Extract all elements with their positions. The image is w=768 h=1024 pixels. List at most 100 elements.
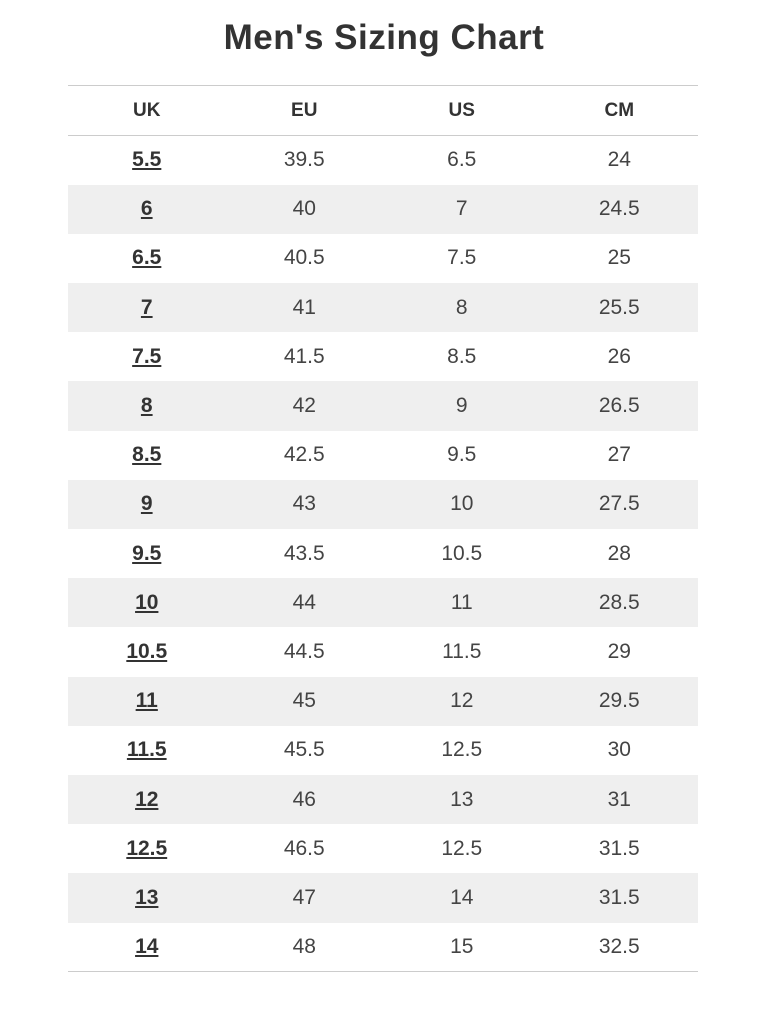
uk-size-cell: 13 [68,873,226,922]
table-row: 5.5 39.5 6.5 24 [68,136,698,185]
size-cell: 45.5 [283,738,325,762]
size-cell: 12.5 [441,738,483,762]
size-cell: 27 [607,443,631,467]
size-cell: 46 [292,787,316,811]
size-cell: 12.5 [441,836,483,860]
size-cell: 13 [450,787,474,811]
size-cell: 41.5 [283,344,325,368]
table-row: 10 44 11 28.5 [68,578,698,628]
uk-size-link[interactable]: 12.5 [126,836,168,860]
table-row: 9 43 10 27.5 [68,479,698,529]
table-row: 13 47 14 31.5 [68,873,698,923]
size-cell: 31 [607,787,631,811]
size-cell: 7 [455,197,468,221]
size-cell: 42 [292,394,316,418]
uk-size-link[interactable]: 14 [135,934,159,958]
table-row: 6 40 7 24.5 [68,184,698,234]
page-title: Men's Sizing Chart [223,18,545,57]
uk-size-link[interactable]: 7.5 [132,344,162,368]
size-cell: 28.5 [598,590,640,614]
uk-size-cell: 11.5 [68,726,226,775]
uk-size-cell: 9.5 [68,529,226,578]
size-cell: 29.5 [598,689,640,713]
uk-size-cell: 11 [68,677,226,726]
size-cell: 25 [607,246,631,270]
size-cell: 9.5 [447,443,477,467]
table-row: 11 45 12 29.5 [68,676,698,726]
uk-size-link[interactable]: 10.5 [126,639,168,663]
size-cell: 47 [292,885,316,909]
table-row: 9.5 43.5 10.5 28 [68,529,698,578]
uk-size-link[interactable]: 12 [135,787,159,811]
uk-size-cell: 9 [68,480,226,529]
uk-size-link[interactable]: 11.5 [126,738,167,762]
size-cell: 10.5 [441,541,483,565]
size-cell: 10 [450,492,474,516]
size-cell: 27.5 [598,492,640,516]
size-cell: 48 [292,934,316,958]
table-row: 10.5 44.5 11.5 29 [68,627,698,676]
size-cell: 30 [607,738,631,762]
size-cell: 44.5 [283,639,325,663]
table-row: 12.5 46.5 12.5 31.5 [68,824,698,873]
size-cell: 42.5 [283,443,325,467]
size-cell: 7.5 [447,246,477,270]
size-cell: 32.5 [598,934,640,958]
size-cell: 26 [607,344,631,368]
size-cell: 11.5 [442,639,482,663]
table-row: 8.5 42.5 9.5 27 [68,431,698,480]
size-cell: 44 [292,590,316,614]
table-row: 8 42 9 26.5 [68,381,698,431]
column-header: EU [291,99,318,121]
size-cell: 43.5 [283,541,325,565]
uk-size-cell: 14 [68,923,226,972]
uk-size-link[interactable]: 6.5 [132,246,162,270]
table-row: 11.5 45.5 12.5 30 [68,726,698,775]
size-cell: 9 [455,394,468,418]
uk-size-cell: 7.5 [68,332,226,381]
size-cell: 29 [607,639,631,663]
size-cell: 46.5 [283,836,325,860]
column-header: CM [604,99,635,121]
table-row: 7.5 41.5 8.5 26 [68,332,698,381]
uk-size-link[interactable]: 8.5 [132,443,162,467]
uk-size-link[interactable]: 7 [140,295,153,319]
size-cell: 11 [450,590,473,614]
size-cell: 41 [292,295,316,319]
size-cell: 39.5 [283,148,325,172]
column-header: UK [133,99,161,121]
size-cell: 8 [455,295,468,319]
size-cell: 26.5 [598,394,640,418]
size-table: UK EU US CM 5.5 39.5 6.5 24 6 40 7 24.5 6.5 40.5 7.5 2… [68,85,698,972]
table-row: 7 41 8 25.5 [68,283,698,333]
size-cell: 43 [292,492,316,516]
uk-size-cell: 6.5 [68,234,226,283]
uk-size-link[interactable]: 11 [135,689,158,713]
size-cell: 8.5 [447,344,477,368]
size-cell: 24.5 [598,197,640,221]
uk-size-link[interactable]: 13 [135,885,159,909]
size-cell: 45 [292,689,316,713]
size-cell: 15 [450,934,474,958]
uk-size-cell: 10 [68,578,226,627]
uk-size-link[interactable]: 5.5 [132,148,162,172]
uk-size-link[interactable]: 9 [140,492,153,516]
size-cell: 28 [607,541,631,565]
uk-size-link[interactable]: 8 [140,394,153,418]
size-cell: 40.5 [283,246,325,270]
size-cell: 40 [292,197,316,221]
size-cell: 31.5 [598,885,640,909]
uk-size-cell: 6 [68,185,226,234]
uk-size-cell: 8.5 [68,431,226,480]
table-row: 14 48 15 32.5 [68,923,698,972]
size-cell: 12 [450,689,474,713]
uk-size-link[interactable]: 6 [140,197,153,221]
table-body: 5.5 39.5 6.5 24 6 40 7 24.5 6.5 40.5 7.5 25 7 41 8 25.5… [68,136,698,972]
size-cell: 24 [607,148,631,172]
uk-size-cell: 8 [68,381,226,430]
uk-size-cell: 5.5 [68,136,226,185]
uk-size-link[interactable]: 10 [135,590,159,614]
uk-size-link[interactable]: 9.5 [132,541,162,565]
table-row: 12 46 13 31 [68,774,698,825]
